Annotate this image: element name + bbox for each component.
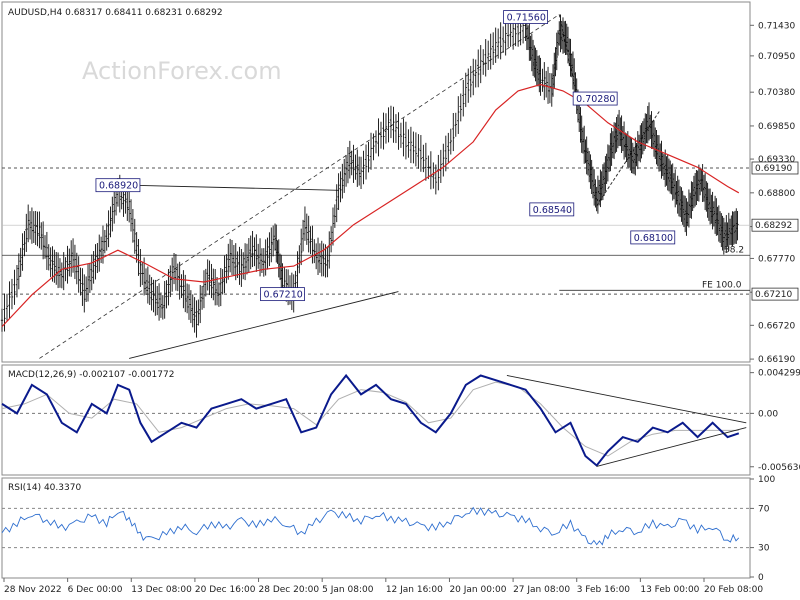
rsi-panel-title: RSI(14) 40.3370 [8,483,81,493]
level-label: 0.69190 [755,164,792,174]
x-tick-label: 28 Dec 20:00 [259,585,320,595]
macd-tick-label: 0.00 [758,409,778,419]
swing-label: 0.67210 [264,290,303,301]
rsi-panel-frame [1,477,751,579]
macd-tick-label: 0.004299 [758,369,800,379]
x-tick-label: 5 Jan 08:00 [322,585,374,595]
swing-dashed-2 [596,109,661,206]
swing-label: 0.68920 [99,181,138,192]
channel-line-dashed [39,14,560,359]
swing-label: 0.68540 [533,205,572,216]
price-tick-label: 0.66720 [758,321,795,331]
x-tick-label: 13 Feb 00:00 [640,585,699,595]
level-label-box [751,161,799,175]
x-tick-label: 20 Feb 08:00 [704,585,763,595]
rsi-layer: 100 70 30 0 [1,475,775,583]
macd-panel-frame [1,364,751,476]
current-price-label: 0.68292 [755,221,792,231]
swing-label-box [572,91,618,106]
price-tick-label: 0.68800 [758,189,795,199]
rsi-tick-label: 100 [758,475,775,485]
macd-panel-title: MACD(12,26,9) -0.002107 -0.001772 [8,370,174,380]
macd-layer: 0.004299 0.00 -0.005636 [1,369,800,473]
rsi-tick-label: 0 [758,573,764,583]
price-tick-label: 0.70950 [758,52,795,62]
price-tick-label: 0.69330 [758,155,795,165]
fib-label: 38.2 [724,245,744,255]
price-tick-label: 0.69850 [758,122,795,132]
macd-tick-label: -0.005636 [758,463,800,473]
swing-label-box [630,230,676,245]
x-tick-label: 20 Jan 00:00 [449,585,506,595]
macd-trendline-upper [506,375,747,424]
watermark: ActionForex.com [82,57,282,85]
macd-signal-line [1,381,739,457]
x-tick-label: 27 Jan 08:00 [513,585,570,595]
support-trendline [129,291,399,359]
price-tick-label: 0.66190 [758,355,795,365]
price-layer: 0.71430 0.70950 0.70380 0.69850 0.69330 0.688… [0,10,799,365]
level-label-box [751,287,799,301]
x-tick-label: 28 Nov 2022 [4,585,62,595]
x-tick-label: 3 Feb 16:00 [577,585,631,595]
swing-label-box [95,178,141,193]
fib-label: FE 100.0 [702,280,742,290]
macd-trendline-lower [596,427,747,467]
current-price-box [751,218,799,232]
price-tick-label: 0.71430 [758,21,795,31]
moving-average-line [1,83,740,328]
rsi-tick-label: 30 [758,544,770,554]
swing-label-box [529,202,575,217]
rsi-tick-label: 70 [758,504,770,514]
x-axis: 28 Nov 2022 6 Dec 00:00 13 Dec 08:00 20 Dec… [3,578,763,595]
macd-line [1,373,740,467]
resistance-trendline [129,184,339,191]
swing-label: 0.70280 [576,94,615,105]
level-label: 0.67210 [755,290,792,300]
swing-label-box [260,287,305,302]
price-tick-label: 0.67770 [758,254,795,264]
price-panel-title: AUDUSD,H4 0.68317 0.68411 0.68231 0.6829… [8,8,223,18]
x-tick-label: 12 Jan 16:00 [386,585,443,595]
price-panel-frame [1,1,751,363]
price-tick-label: 0.70380 [758,88,795,98]
x-tick-label: 13 Dec 08:00 [131,585,192,595]
x-tick-label: 20 Dec 16:00 [195,585,256,595]
swing-label-box [503,10,549,24]
swing-label: 0.71560 [507,13,546,24]
swing-label: 0.68100 [634,233,673,244]
x-tick-label: 6 Dec 00:00 [68,585,123,595]
rsi-line [1,506,740,546]
